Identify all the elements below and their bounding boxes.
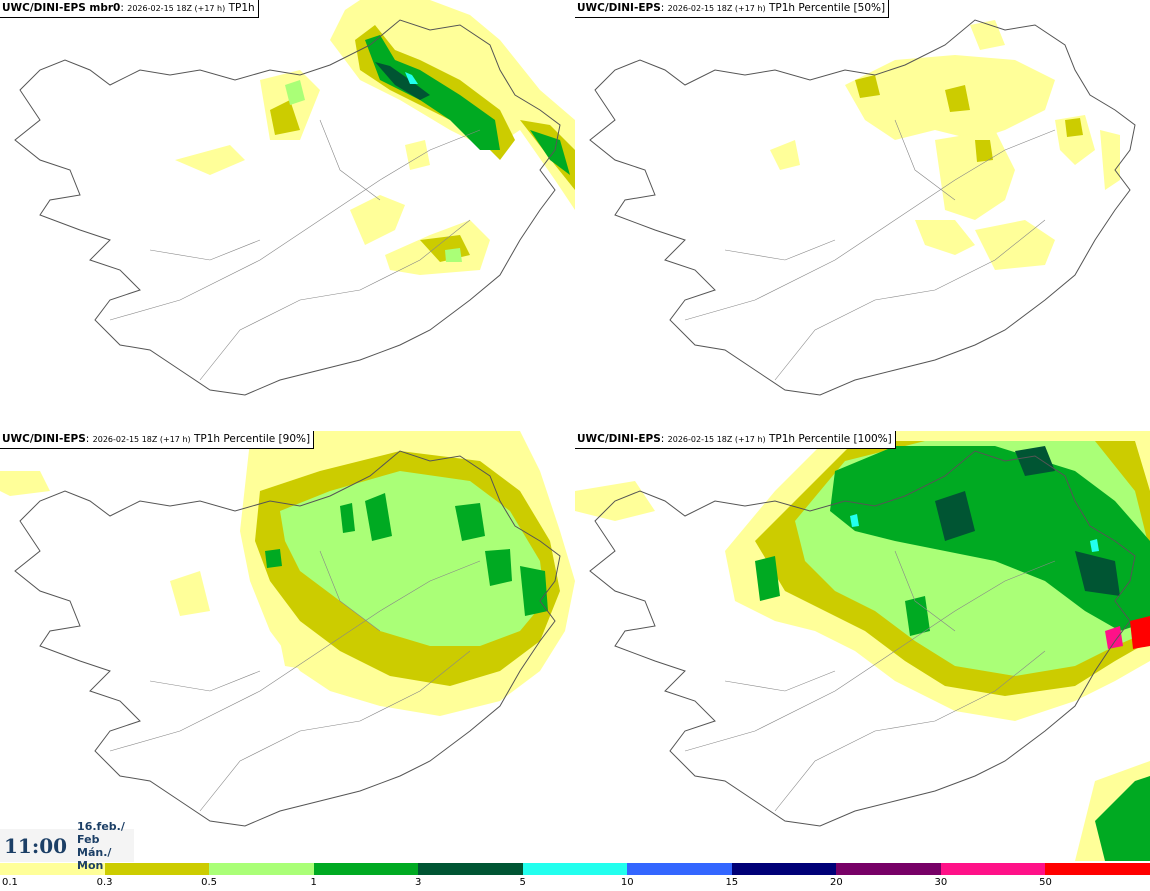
legend-tick-label: 5 <box>519 877 526 888</box>
coastline <box>589 450 1136 827</box>
legend-swatch <box>731 863 837 875</box>
legend-tick-label: 50 <box>1039 877 1052 888</box>
precip-fill <box>0 431 575 716</box>
panel-title: UWC/DINI-EPS: 2026-02-15 18Z (+17 h) TP1… <box>0 431 315 449</box>
panel-title: UWC/DINI-EPS: 2026-02-15 18Z (+17 h) TP1… <box>575 0 890 18</box>
legend-swatch <box>313 863 419 875</box>
legend-swatch <box>418 863 523 875</box>
legend-tick-label: 0.1 <box>2 877 18 888</box>
legend-tick-label: 15 <box>725 877 739 888</box>
legend-tick-label: 10 <box>620 877 634 888</box>
legend-swatch <box>627 863 732 875</box>
title-run: 2026-02-15 18Z (+17 h) <box>127 4 226 13</box>
precip-fill <box>175 0 575 275</box>
precip-map <box>575 431 1150 861</box>
valid-hour: 11:00 <box>4 833 68 858</box>
legend-tick-label: 20 <box>829 877 843 888</box>
valid-date: 16.feb./ Feb Mán./ Mon <box>77 820 134 872</box>
valid-date-line: 16.feb./ Feb <box>77 819 125 846</box>
map-panel-p50: UWC/DINI-EPS: 2026-02-15 18Z (+17 h) TP1… <box>575 0 1150 430</box>
legend-swatch <box>940 863 1046 875</box>
title-field: TP1h Percentile [90%] <box>193 433 311 445</box>
title-source: UWC/DINI-EPS <box>577 433 661 445</box>
precip-fill <box>770 20 1120 270</box>
title-source: UWC/DINI-EPS <box>577 2 661 14</box>
legend-swatches <box>0 863 1150 875</box>
coastline <box>14 450 561 827</box>
precip-map <box>0 431 575 827</box>
legend-tick-label: 0.3 <box>96 877 113 888</box>
panel-title: UWC/DINI-EPS mbr0: 2026-02-15 18Z (+17 h… <box>0 0 259 18</box>
title-field: TP1h Percentile [100%] <box>768 433 892 445</box>
precip-fill <box>575 431 1150 861</box>
legend-swatch <box>522 863 628 875</box>
legend-swatch <box>1045 863 1150 875</box>
legend-tick-label: 30 <box>934 877 948 888</box>
map-panel-p90: UWC/DINI-EPS: 2026-02-15 18Z (+17 h) TP1… <box>0 431 575 861</box>
title-source: UWC/DINI-EPS <box>2 433 86 445</box>
legend-tick-label: 0.5 <box>201 877 218 888</box>
valid-time-box: 11:00 16.feb./ Feb Mán./ Mon <box>0 820 134 872</box>
legend-tick-label: 1 <box>310 877 317 888</box>
precip-map <box>589 19 1136 396</box>
legend-swatch <box>209 863 314 875</box>
legend-swatch <box>0 863 105 875</box>
legend-swatch <box>836 863 941 875</box>
valid-weekday-line: Mán./ Mon <box>77 845 112 872</box>
title-field: TP1h <box>228 2 255 14</box>
map-panel-p100: UWC/DINI-EPS: 2026-02-15 18Z (+17 h) TP1… <box>575 431 1150 861</box>
precip-map <box>14 0 575 396</box>
title-source: UWC/DINI-EPS mbr0 <box>2 2 121 14</box>
coastline <box>14 19 561 396</box>
color-legend: 0.1 0.3 0.5 1 3 5 10 15 20 30 50 <box>0 863 1150 891</box>
title-run: 2026-02-15 18Z (+17 h) <box>667 4 766 13</box>
legend-swatch <box>104 863 210 875</box>
coastline <box>589 19 1136 396</box>
panel-title: UWC/DINI-EPS: 2026-02-15 18Z (+17 h) TP1… <box>575 431 896 449</box>
title-field: TP1h Percentile [50%] <box>768 2 886 14</box>
legend-tick-label: 3 <box>414 877 422 888</box>
title-run: 2026-02-15 18Z (+17 h) <box>667 435 766 444</box>
map-panel-member0: UWC/DINI-EPS mbr0: 2026-02-15 18Z (+17 h… <box>0 0 575 430</box>
title-run: 2026-02-15 18Z (+17 h) <box>92 435 191 444</box>
